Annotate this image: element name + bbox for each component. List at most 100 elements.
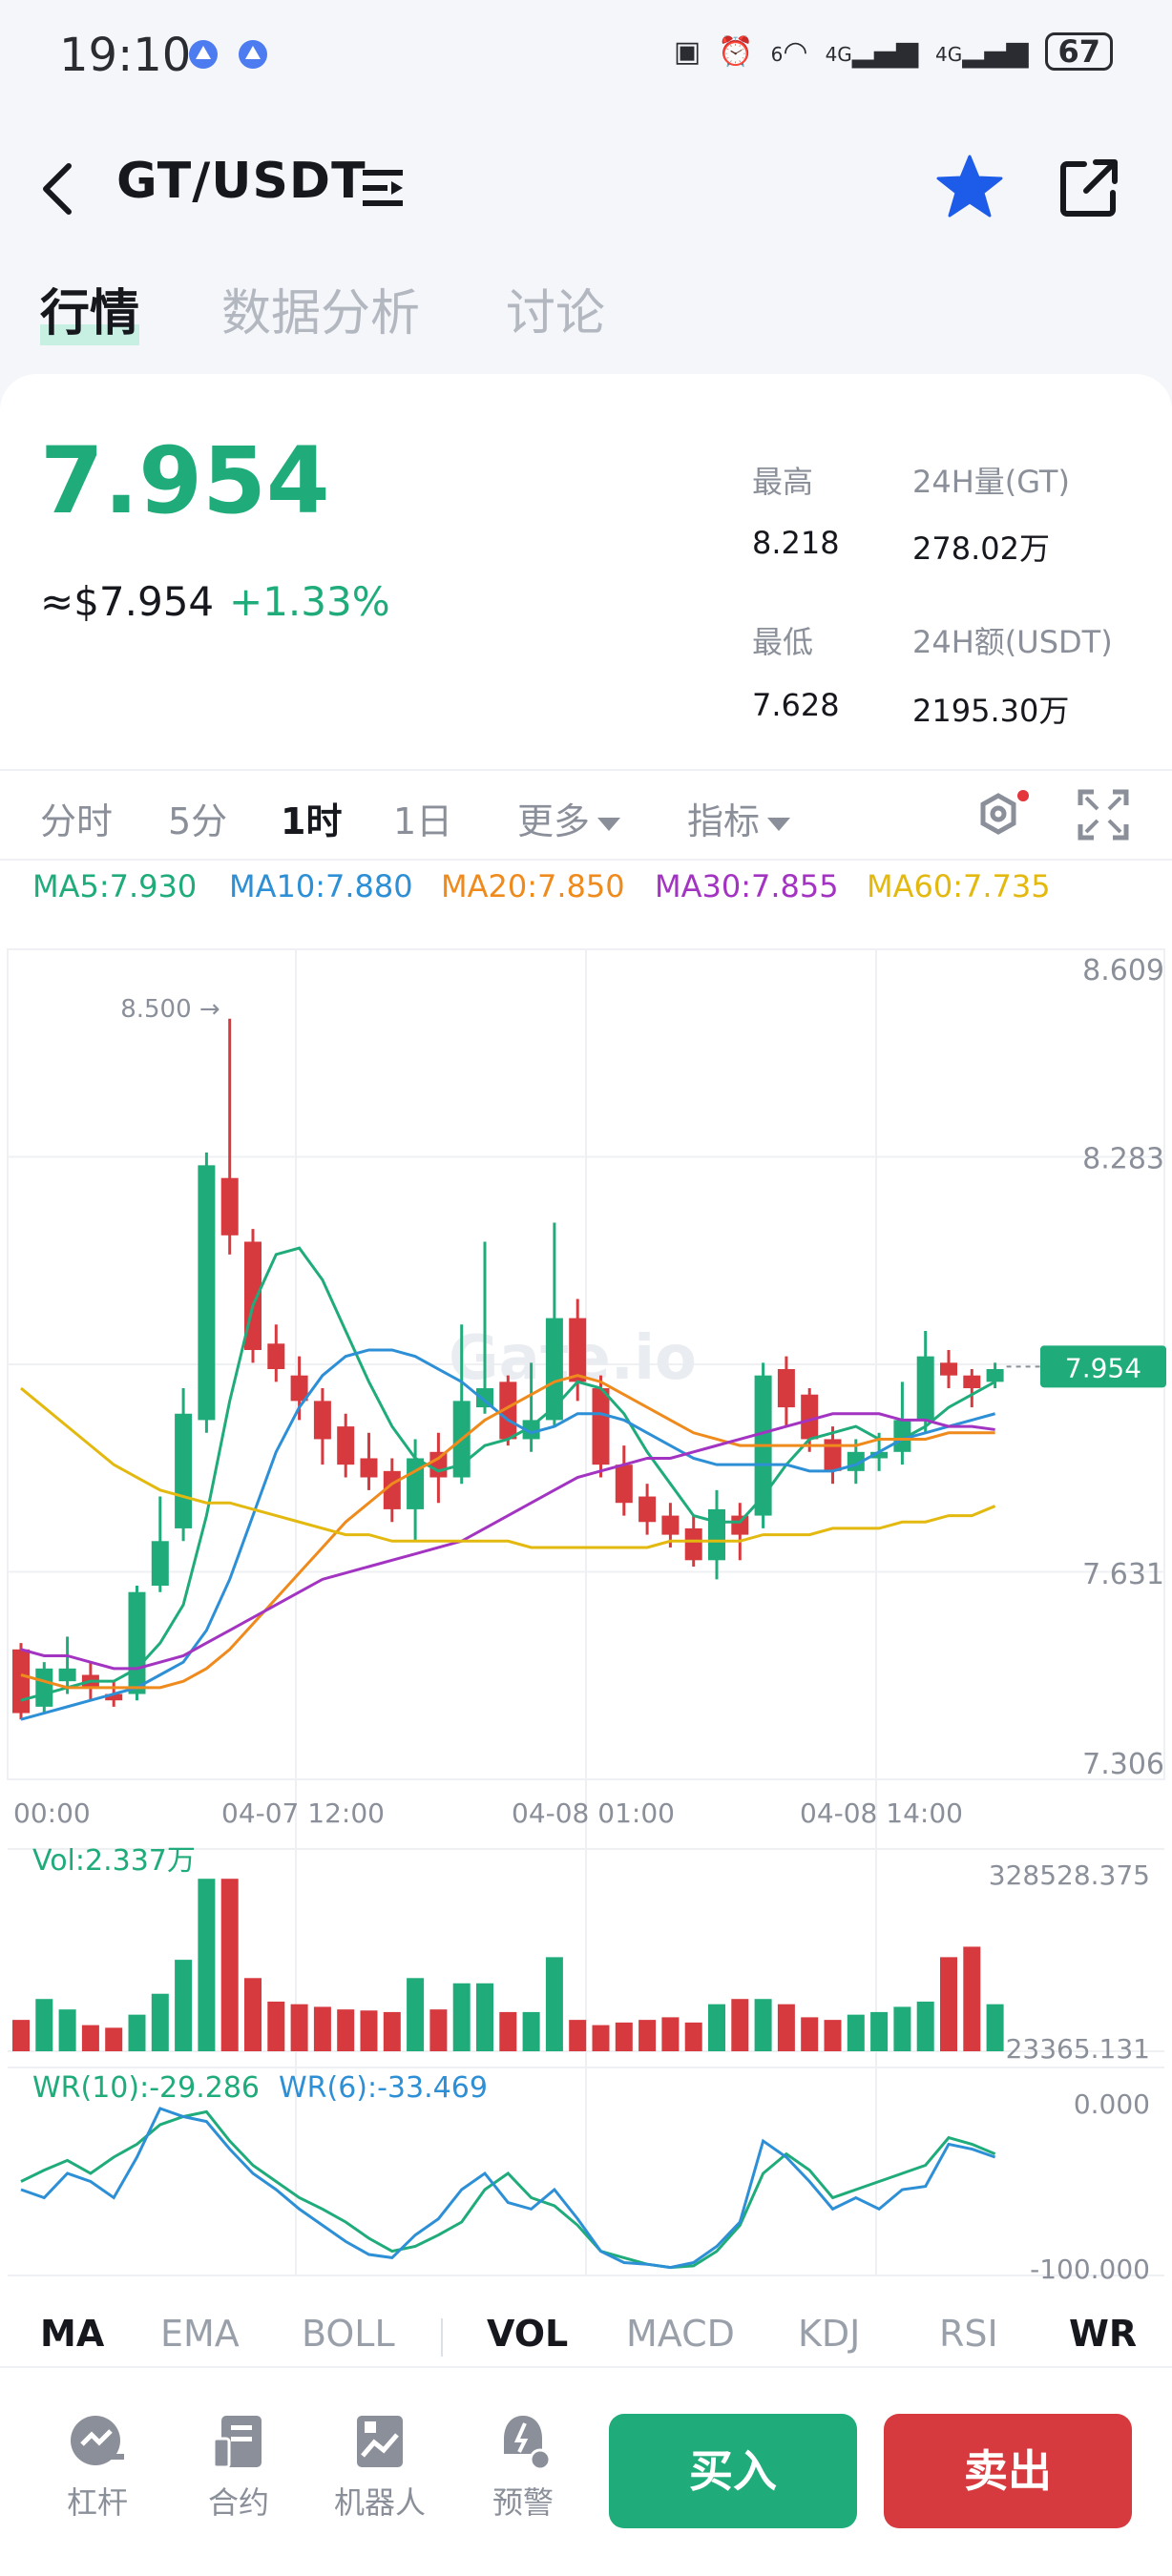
volume-min-label: 23365.131	[1006, 2033, 1150, 2065]
volume-bar	[754, 1999, 772, 2051]
ma30-legend: MA30:7.855	[655, 868, 839, 904]
indicator-wr[interactable]: WR	[1069, 2313, 1138, 2355]
volume-bar	[940, 1957, 957, 2051]
amount-24h-value: 2195.30万	[912, 693, 1070, 729]
volume-bar	[429, 2009, 448, 2051]
interval-timeshare[interactable]: 分时	[40, 800, 114, 842]
candle-body	[35, 1668, 53, 1707]
candle-body	[638, 1496, 657, 1523]
vol-24h-value: 278.02万	[912, 530, 1050, 567]
low-value: 7.628	[752, 687, 840, 723]
chart-settings-icon[interactable]	[973, 788, 1031, 845]
wr10-line	[20, 2109, 996, 2270]
indicator-ema[interactable]: EMA	[160, 2313, 240, 2355]
low-label: 最低	[752, 624, 814, 660]
candle-body	[499, 1381, 517, 1440]
volume-bar	[452, 1983, 471, 2051]
volume-bar	[499, 2011, 517, 2051]
wr-max-label: 0.000	[1074, 2088, 1150, 2120]
x-tick-label: 04-07 12:00	[221, 1797, 385, 1829]
margin-tool[interactable]: 杠杆	[50, 2412, 145, 2523]
price-change: +1.33%	[229, 578, 390, 625]
volume-bar	[963, 1946, 981, 2051]
candle-body	[220, 1177, 239, 1236]
back-arrow-icon[interactable]	[38, 160, 76, 218]
indicator-boll[interactable]: BOLL	[302, 2313, 395, 2355]
candle-body	[592, 1388, 610, 1465]
candle-body	[777, 1369, 795, 1408]
favorite-star-icon[interactable]	[935, 153, 1004, 221]
x-tick-label: 04-08 01:00	[512, 1797, 675, 1829]
volume-bar	[220, 1879, 239, 2051]
volume-bar	[708, 2004, 725, 2051]
candle-body	[522, 1420, 540, 1440]
signal-icon: 4G▂▄▆	[935, 34, 1029, 69]
pair-list-menu-icon[interactable]	[361, 166, 405, 210]
tab-discussion[interactable]: 讨论	[506, 285, 606, 343]
high-value: 8.218	[752, 525, 840, 561]
bot-tool[interactable]: 机器人	[332, 2412, 428, 2523]
candle-body	[105, 1693, 123, 1701]
tab-market[interactable]: 行情	[40, 285, 140, 343]
ma-line-ma30	[20, 1412, 995, 1671]
candle-body	[175, 1413, 193, 1528]
candle-body	[684, 1527, 702, 1561]
interval-5m[interactable]: 5分	[168, 800, 228, 842]
volume-bar	[35, 1999, 53, 2051]
volume-bar	[476, 1983, 493, 2051]
indicator-dropdown[interactable]: 指标	[687, 792, 791, 844]
volume-bar	[105, 2027, 123, 2051]
candle-body	[661, 1515, 680, 1535]
wr6-line	[20, 2107, 996, 2270]
share-icon[interactable]	[1057, 156, 1120, 219]
candle-body	[893, 1420, 911, 1452]
volume-bar	[81, 2025, 99, 2051]
indicator-vol[interactable]: VOL	[487, 2313, 569, 2355]
pair-title[interactable]: GT/USDT	[116, 153, 366, 210]
interval-1h[interactable]: 1时	[281, 800, 343, 842]
indicator-rsi[interactable]: RSI	[939, 2313, 998, 2355]
current-price-tag-bg	[1040, 1345, 1166, 1388]
chevron-down-icon	[597, 817, 621, 831]
interval-1d[interactable]: 1日	[393, 800, 453, 842]
candle-body	[916, 1356, 934, 1421]
y-tick-label: 7.306	[1082, 1748, 1164, 1781]
indicator-separator	[441, 2318, 443, 2357]
ma5-legend: MA5:7.930	[32, 868, 198, 904]
wr-min-label: -100.000	[1030, 2254, 1150, 2285]
x-tick-label: 04-08 14:00	[800, 1797, 963, 1829]
candle-body	[267, 1343, 285, 1370]
volume-bar	[128, 2014, 146, 2051]
futures-tool[interactable]: 合约	[191, 2412, 286, 2523]
indicator-kdj[interactable]: KDJ	[798, 2313, 861, 2355]
wifi-icon: 6◠	[770, 34, 808, 69]
tab-data-analysis[interactable]: 数据分析	[221, 285, 421, 343]
current-price-tag: 7.954	[1065, 1352, 1141, 1383]
alert-tool[interactable]: 预警	[475, 2412, 571, 2523]
price-alert-icon	[504, 2416, 552, 2471]
volume-bar	[58, 2009, 76, 2051]
buy-button[interactable]: 买入	[609, 2414, 857, 2528]
ma-line-ma10	[20, 1348, 995, 1721]
signal-icon: 4G▂▄▆	[825, 34, 919, 69]
candle-body	[824, 1439, 842, 1471]
interval-more-dropdown[interactable]: 更多	[517, 792, 621, 844]
candle-body	[940, 1362, 957, 1376]
ma-line-ma60	[20, 1386, 996, 1549]
volume-bar	[151, 1993, 169, 2051]
candle-body	[429, 1451, 448, 1478]
fullscreen-icon[interactable]	[1077, 788, 1130, 841]
candle-body	[870, 1451, 889, 1459]
volume-bar	[198, 1879, 216, 2051]
last-price: 7.954	[40, 427, 330, 534]
volume-bar	[522, 2011, 540, 2051]
volume-bar	[267, 2001, 285, 2051]
volume-bar	[986, 2004, 1004, 2051]
volume-bar	[847, 2014, 865, 2051]
indicator-macd[interactable]: MACD	[626, 2313, 735, 2355]
sell-button[interactable]: 卖出	[884, 2414, 1132, 2528]
status-time: 19:10	[59, 29, 192, 82]
candle-body	[407, 1458, 425, 1509]
indicator-ma[interactable]: MA	[40, 2313, 105, 2355]
